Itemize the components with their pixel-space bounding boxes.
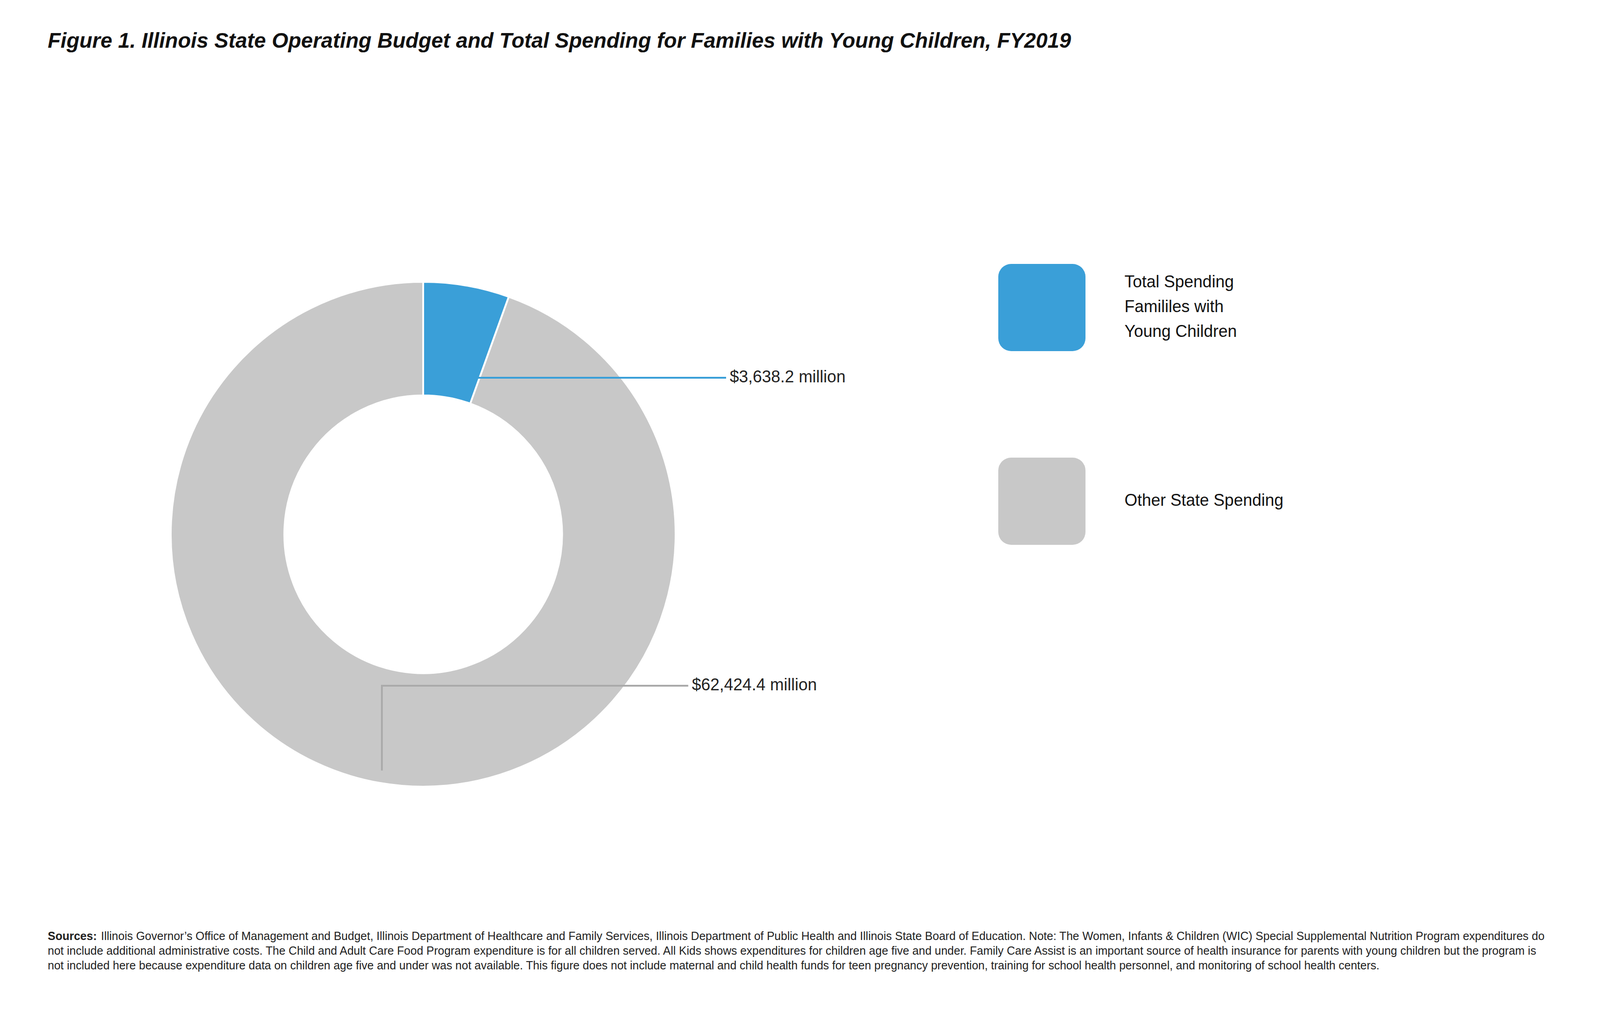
legend-label-line: Other State Spending <box>1124 490 1284 510</box>
footer-line: not include additional administrative co… <box>47 944 1540 957</box>
legend-label: Other State Spending <box>1124 490 1284 510</box>
legend-swatch <box>998 263 1086 352</box>
legend-label-line: Young Children <box>1124 321 1237 341</box>
data-label: $3,638.2 million <box>729 367 846 387</box>
leader-line <box>381 685 689 771</box>
title: Figure 1. Illinois State Operating Budge… <box>47 28 1072 53</box>
footer-heading: Sources: <box>47 929 97 943</box>
legend-label: Total Spending Famililes with Young Chil… <box>1124 272 1239 341</box>
legend-label-line: Total Spending <box>1124 272 1239 291</box>
footer-text: Illinois Governor’s Office of Management… <box>47 929 1548 972</box>
footer-line: not included here because expenditure da… <box>47 958 1380 972</box>
chart: Figure 1. Illinois State Operating Budge… <box>0 0 1600 1024</box>
footer-line: Illinois Governor’s Office of Management… <box>100 929 1548 943</box>
slice <box>170 281 676 787</box>
data-label: $62,424.4 million <box>692 675 817 694</box>
footer: Sources:Illinois Governor’s Office of Ma… <box>47 929 1548 972</box>
legend-label-line: Famililes with <box>1124 296 1229 316</box>
leader-line <box>464 297 727 378</box>
donut <box>170 281 676 787</box>
legend: Total Spending Famililes with Young Chil… <box>998 263 1284 545</box>
legend-swatch <box>998 457 1086 545</box>
data-labels: $3,638.2 million $62,424.4 million <box>381 297 846 771</box>
